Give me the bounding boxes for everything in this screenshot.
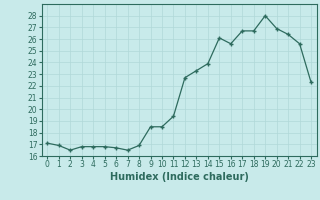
X-axis label: Humidex (Indice chaleur): Humidex (Indice chaleur): [110, 172, 249, 182]
